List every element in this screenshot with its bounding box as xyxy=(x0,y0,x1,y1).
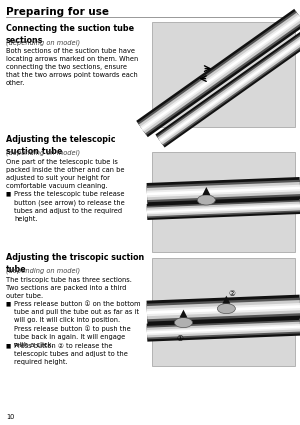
Polygon shape xyxy=(147,322,300,337)
Text: One part of the telescopic tube is
packed inside the other and can be
adjusted t: One part of the telescopic tube is packe… xyxy=(6,159,124,189)
Polygon shape xyxy=(147,324,300,335)
Polygon shape xyxy=(147,300,300,319)
Bar xyxy=(152,258,295,366)
Text: Adjusting the triscopic suction
tube: Adjusting the triscopic suction tube xyxy=(6,253,144,274)
Text: Press release button ① on the bottom
tube and pull the tube out as far as it
wil: Press release button ① on the bottom tub… xyxy=(14,301,140,348)
Polygon shape xyxy=(147,305,300,314)
Polygon shape xyxy=(147,185,300,197)
Polygon shape xyxy=(139,12,300,133)
Polygon shape xyxy=(147,187,300,196)
Ellipse shape xyxy=(218,303,236,314)
Polygon shape xyxy=(147,205,300,213)
Polygon shape xyxy=(147,200,300,218)
Polygon shape xyxy=(147,177,300,205)
Polygon shape xyxy=(147,182,300,200)
Text: 10: 10 xyxy=(6,414,14,420)
Polygon shape xyxy=(222,296,230,303)
Polygon shape xyxy=(147,303,300,316)
Polygon shape xyxy=(157,24,300,146)
Polygon shape xyxy=(147,317,300,342)
Text: ②: ② xyxy=(228,289,235,298)
Bar xyxy=(152,22,295,127)
Polygon shape xyxy=(159,27,300,143)
Polygon shape xyxy=(147,298,300,322)
Text: Both sections of the suction tube have
locating arrows marked on them. When
conn: Both sections of the suction tube have l… xyxy=(6,48,138,86)
Polygon shape xyxy=(159,28,300,142)
Polygon shape xyxy=(147,204,300,214)
Polygon shape xyxy=(146,295,300,325)
Polygon shape xyxy=(147,326,300,334)
Polygon shape xyxy=(140,14,300,131)
Ellipse shape xyxy=(175,317,193,328)
Text: The triscopic tube has three sections.
Two sections are packed into a third
oute: The triscopic tube has three sections. T… xyxy=(6,277,132,299)
Polygon shape xyxy=(158,26,300,144)
Text: ■: ■ xyxy=(6,301,11,306)
Bar xyxy=(152,152,295,252)
Text: ■: ■ xyxy=(6,343,11,348)
Text: (depending on model): (depending on model) xyxy=(6,150,80,156)
Polygon shape xyxy=(147,201,300,216)
Text: ■: ■ xyxy=(6,191,11,196)
Polygon shape xyxy=(141,16,300,130)
Polygon shape xyxy=(147,180,300,202)
Text: ①: ① xyxy=(176,334,183,343)
Text: Press the telescopic tube release
button (see arrow) to release the
tubes and ad: Press the telescopic tube release button… xyxy=(14,191,125,221)
Text: (depending on model): (depending on model) xyxy=(6,268,80,275)
Text: Connecting the suction tube
sections: Connecting the suction tube sections xyxy=(6,24,134,45)
Polygon shape xyxy=(155,23,300,147)
Polygon shape xyxy=(147,198,300,220)
Polygon shape xyxy=(147,320,300,340)
Polygon shape xyxy=(138,11,300,135)
Polygon shape xyxy=(202,187,210,195)
Text: Preparing for use: Preparing for use xyxy=(6,7,109,17)
Polygon shape xyxy=(136,9,300,137)
Ellipse shape xyxy=(197,195,215,205)
Text: Adjusting the telescopic
suction tube: Adjusting the telescopic suction tube xyxy=(6,135,116,156)
Text: (depending on model): (depending on model) xyxy=(6,39,80,45)
Polygon shape xyxy=(179,310,188,317)
Text: Press button ② to release the
telescopic tubes and adjust to the
required height: Press button ② to release the telescopic… xyxy=(14,343,128,365)
